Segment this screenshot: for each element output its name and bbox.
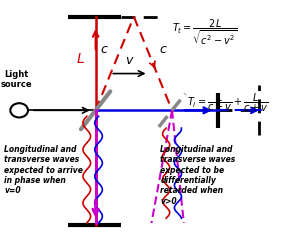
Text: Light
source: Light source xyxy=(0,70,32,89)
Text: $v$: $v$ xyxy=(124,54,134,67)
Text: $c$: $c$ xyxy=(100,43,109,56)
Text: $T_t = \dfrac{2L}{\sqrt{c^2 - v^2}}$: $T_t = \dfrac{2L}{\sqrt{c^2 - v^2}}$ xyxy=(172,17,238,47)
Text: Longitudinal and
transverse waves
expected to be
differentially
retarded when
v>: Longitudinal and transverse waves expect… xyxy=(160,145,236,206)
Text: Longitudinal and
transverse waves
expected to arrive
in phase when
v=0: Longitudinal and transverse waves expect… xyxy=(4,145,83,195)
Text: $L$: $L$ xyxy=(76,52,85,66)
Text: $c$: $c$ xyxy=(159,43,168,56)
Text: $T_l = \dfrac{L}{c-v} + \dfrac{L}{c+v}$: $T_l = \dfrac{L}{c-v} + \dfrac{L}{c+v}$ xyxy=(187,92,268,114)
